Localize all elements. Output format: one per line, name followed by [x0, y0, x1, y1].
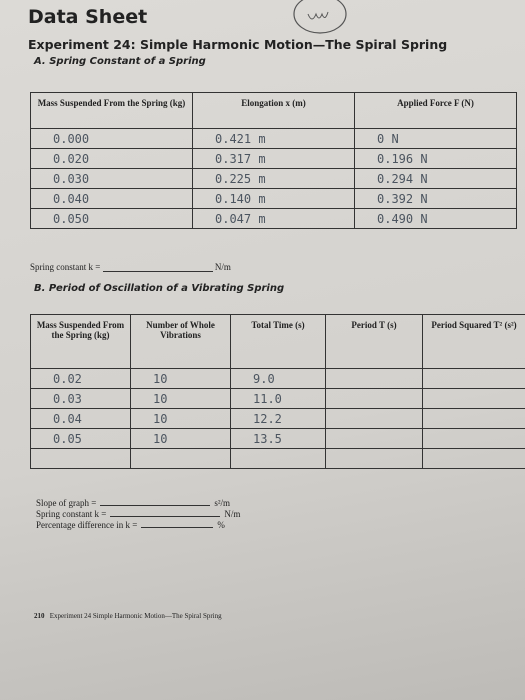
- cell: [325, 408, 423, 429]
- cell: 9.0: [230, 368, 326, 389]
- column-header: Period Squared T² (s²): [422, 314, 525, 369]
- blank: [110, 516, 221, 517]
- column-header: Total Time (s): [230, 314, 326, 369]
- cell: 0 N: [354, 128, 517, 149]
- blank: [100, 505, 211, 506]
- cell: 0.050: [30, 208, 193, 229]
- cell: [422, 388, 525, 409]
- cell: [230, 448, 326, 469]
- column-header: Elongation x (m): [192, 92, 355, 129]
- cell: 0.030: [30, 168, 193, 189]
- row: 0.040 0.140 m 0.392 N: [30, 188, 517, 209]
- footer-text: Experiment 24 Simple Harmonic Motion—The…: [49, 612, 222, 620]
- label: Spring constant k =: [30, 262, 101, 272]
- cell: 0.225 m: [192, 168, 355, 189]
- cell: 0.03: [30, 388, 131, 409]
- scribble: [293, 0, 347, 34]
- cell: 0.05: [30, 428, 131, 449]
- header-row: Mass Suspended From the Spring (kg) Numbe…: [30, 314, 525, 369]
- cell: [130, 448, 231, 469]
- cell: [325, 448, 423, 469]
- row: 0.04 10 12.2: [30, 408, 525, 429]
- row: 0.050 0.047 m 0.490 N: [30, 208, 517, 229]
- spring-constant: Spring constant k = N/m: [30, 262, 231, 272]
- unit: s²/m: [214, 498, 231, 508]
- cell: 0.392 N: [354, 188, 517, 209]
- cell: 10: [130, 408, 231, 429]
- cell: [422, 408, 525, 429]
- cell: [422, 368, 525, 389]
- table-b: Mass Suspended From the Spring (kg) Numbe…: [30, 314, 525, 469]
- column-header: Number of Whole Vibrations: [130, 314, 231, 369]
- cell: [325, 428, 423, 449]
- experiment-title: Experiment 24: Simple Harmonic Motion—Th…: [28, 37, 448, 52]
- cell: [30, 448, 131, 469]
- row: 0.02 10 9.0: [30, 368, 525, 389]
- cell: 0.317 m: [192, 148, 355, 169]
- row: 0.03 10 11.0: [30, 388, 525, 409]
- cell: 0.04: [30, 408, 131, 429]
- column-header: Mass Suspended From the Spring (kg): [30, 92, 193, 129]
- section-title: A. Spring Constant of a Spring: [34, 56, 206, 67]
- header-row: Mass Suspended From the Spring (kg) Elong…: [30, 92, 517, 129]
- cell: 0.040: [30, 188, 193, 209]
- cell: 0.02: [30, 368, 131, 389]
- column-header: Applied Force F (N): [354, 92, 517, 129]
- unit: %: [217, 520, 225, 530]
- results: Slope of graph = s²/m Spring constant k = N…: [36, 498, 240, 531]
- cell: 0.020: [30, 148, 193, 169]
- title: Data Sheet: [28, 6, 148, 28]
- section-title: B. Period of Oscillation of a Vibrating …: [34, 283, 285, 294]
- cell: 12.2: [230, 408, 326, 429]
- cell: [422, 448, 525, 469]
- column-header: Mass Suspended From the Spring (kg): [30, 314, 131, 369]
- unit: N/m: [224, 509, 241, 519]
- column-header: Period T (s): [325, 314, 423, 369]
- cell: [422, 428, 525, 449]
- cell: 0.140 m: [192, 188, 355, 209]
- cell: 0.000: [30, 128, 193, 149]
- cell: [325, 368, 423, 389]
- cell: 10: [130, 368, 231, 389]
- cell: 13.5: [230, 428, 326, 449]
- cell: 0.490 N: [354, 208, 517, 229]
- cell: 11.0: [230, 388, 326, 409]
- cell: 0.294 N: [354, 168, 517, 189]
- result-line: Slope of graph = s²/m: [36, 498, 240, 509]
- row: [30, 448, 525, 469]
- footer: 210 Experiment 24 Simple Harmonic Motion…: [34, 612, 222, 620]
- cell: 0.421 m: [192, 128, 355, 149]
- cell: 0.196 N: [354, 148, 517, 169]
- blank: [141, 527, 214, 528]
- cell: [325, 388, 423, 409]
- label: Spring constant k =: [36, 509, 107, 519]
- cell: 0.047 m: [192, 208, 355, 229]
- page-number: 210: [34, 612, 45, 620]
- label: Percentage difference in k =: [36, 520, 138, 530]
- result-line: Percentage difference in k =%: [36, 520, 240, 531]
- label: Slope of graph =: [36, 498, 97, 508]
- cell: 10: [130, 388, 231, 409]
- table-a: Mass Suspended From the Spring (kg) Elong…: [30, 92, 517, 229]
- row: 0.030 0.225 m 0.294 N: [30, 168, 517, 189]
- row: 0.020 0.317 m 0.196 N: [30, 148, 517, 169]
- result-line: Spring constant k = N/m: [36, 509, 240, 520]
- unit: N/m: [214, 262, 231, 272]
- cell: 10: [130, 428, 231, 449]
- row: 0.05 10 13.5: [30, 428, 525, 449]
